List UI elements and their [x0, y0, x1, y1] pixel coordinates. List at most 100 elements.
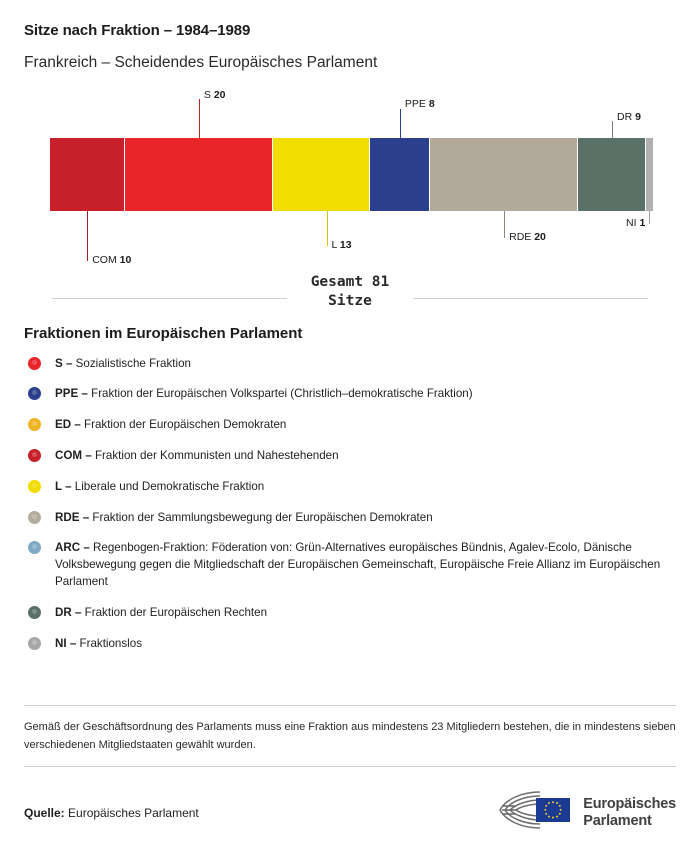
- callout-value-rde: 20: [534, 230, 546, 243]
- legend-item-text: DR – Fraktion der Europäischen Rechten: [55, 605, 267, 622]
- divider-rule-right: [413, 297, 648, 299]
- footnote: Gemäß der Geschäftsordnung des Parlament…: [24, 720, 676, 751]
- legend-item-abbr: RDE –: [55, 510, 90, 524]
- callout-value-ni: 1: [639, 216, 646, 229]
- legend-item-l: L – Liberale und Demokratische Fraktion: [24, 479, 676, 496]
- callout-name-l: L: [331, 238, 337, 251]
- callout-value-s: 20: [213, 88, 226, 101]
- legend-item-desc: Liberale und Demokratische Fraktion: [74, 479, 265, 493]
- bar-segment-l: [273, 137, 370, 211]
- callout-label-com: COM 10: [92, 253, 132, 266]
- bar-segment-ppe: [369, 137, 430, 211]
- legend-item-com: COM – Fraktion der Kommunisten und Nahes…: [24, 448, 676, 465]
- legend-item-rde: RDE – Fraktion der Sammlungsbewegung der…: [24, 510, 676, 527]
- callout-leader-l: [326, 210, 328, 246]
- legend-item-s: S – Sozialistische Fraktion: [24, 356, 676, 373]
- callout-label-dr: DR 9: [617, 110, 641, 123]
- header: Sitze nach Fraktion – 1984–1989 Frankrei…: [0, 0, 700, 73]
- legend-item-abbr: PPE –: [55, 387, 88, 401]
- legend-item-desc: Fraktion der Europäischen Demokraten: [84, 418, 287, 432]
- bar-segment-rde: [429, 137, 579, 211]
- legend-item-desc: Fraktion der Sammlungsbewegung der Europ…: [92, 510, 433, 524]
- legend-item-abbr: ARC –: [55, 541, 90, 555]
- legend-item-desc: Fraktionslos: [79, 636, 143, 650]
- legend-item-dr: DR – Fraktion der Europäischen Rechten: [24, 605, 676, 622]
- legend-item-abbr: COM –: [55, 448, 92, 462]
- legend-color-dot-icon: [28, 418, 41, 432]
- bar-segment-s: [124, 137, 274, 211]
- legend-item-desc: Fraktion der Kommunisten und Nahestehend…: [94, 448, 339, 462]
- total-divider: Gesamt 81 Sitze: [24, 271, 676, 323]
- legend-item-abbr: L –: [55, 479, 72, 493]
- callout-name-dr: DR: [617, 110, 633, 123]
- legend-color-dot-icon: [28, 387, 41, 401]
- source-value: Europäisches Parlament: [68, 805, 199, 820]
- callout-leader-rde: [504, 210, 506, 238]
- total-seats: Gesamt 81 Sitze: [24, 273, 676, 312]
- callout-value-ppe: 8: [428, 97, 435, 110]
- legend-color-dot-icon: [28, 479, 41, 493]
- hemicycle-icon: [496, 789, 574, 836]
- legend-item-ni: NI – Fraktionslos: [24, 636, 676, 653]
- footer-rule-bottom: [24, 766, 676, 767]
- callout-label-l: L 13: [331, 238, 352, 251]
- legend-item-text: RDE – Fraktion der Sammlungsbewegung der…: [55, 510, 433, 527]
- bar-segment-dr: [578, 137, 646, 211]
- legend-item-text: PPE – Fraktion der Europäischen Volkspar…: [55, 386, 473, 403]
- callout-name-s: S: [203, 88, 211, 101]
- callout-leader-s: [198, 98, 200, 138]
- seat-bar: [50, 137, 653, 211]
- eu-stars: [544, 801, 562, 819]
- callout-value-dr: 9: [635, 110, 641, 123]
- legend-color-dot-icon: [28, 541, 41, 555]
- legend-item-abbr: S –: [55, 356, 73, 370]
- legend-item-abbr: ED –: [55, 418, 81, 432]
- source-text: Quelle: Europäisches Parlament: [24, 806, 199, 820]
- legend-item-desc: Regenbogen-Fraktion: Föderation von: Grü…: [55, 541, 661, 588]
- page-title: Sitze nach Fraktion – 1984–1989: [24, 22, 251, 39]
- stacked-bar-chart: COM 10 S 20 L 13 PPE 8 RDE 20 DR 9 NI 1: [0, 88, 700, 271]
- legend-color-dot-icon: [28, 510, 41, 524]
- legend-color-dot-icon: [28, 605, 41, 619]
- legend-color-dot-icon: [28, 636, 41, 650]
- source-row: Quelle: Europäisches Parlament: [24, 767, 676, 836]
- callout-value-l: 13: [339, 238, 352, 251]
- logo-line-1: Europäisches: [583, 796, 676, 813]
- callout-label-rde: RDE 20: [509, 230, 546, 243]
- legend-item-text: ED – Fraktion der Europäischen Demokrate…: [55, 417, 286, 434]
- european-parliament-logo: Europäisches Parlament: [496, 789, 676, 836]
- bar-segment-com: [50, 137, 125, 211]
- callout-leader-ni: [649, 210, 651, 224]
- callout-name-rde: RDE: [509, 230, 532, 243]
- legend-color-dot-icon: [28, 356, 41, 370]
- source-label: Quelle:: [24, 805, 65, 820]
- footer: Gemäß der Geschäftsordnung des Parlament…: [0, 704, 700, 854]
- legend-title: Fraktionen im Europäischen Parlament: [24, 324, 303, 342]
- legend-item-arc: ARC – Regenbogen-Fraktion: Föderation vo…: [24, 540, 676, 590]
- total-line-2: Sitze: [328, 293, 372, 310]
- callout-label-ni: NI 1: [626, 216, 646, 229]
- total-line-1: Gesamt 81: [310, 273, 390, 290]
- legend-item-text: L – Liberale und Demokratische Fraktion: [55, 479, 264, 496]
- page-subtitle: Frankreich – Scheidendes Europäisches Pa…: [24, 54, 378, 71]
- legend-item-text: NI – Fraktionslos: [55, 636, 142, 653]
- logo-wordmark: Europäisches Parlament: [583, 796, 676, 828]
- callout-label-ppe: PPE 8: [404, 97, 435, 110]
- legend-item-abbr: DR –: [55, 605, 82, 619]
- callout-name-ni: NI: [626, 216, 637, 229]
- legend: Fraktionen im Europäischen Parlament S –…: [0, 325, 700, 653]
- legend-item-ed: ED – Fraktion der Europäischen Demokrate…: [24, 417, 676, 434]
- logo-line-2: Parlament: [583, 812, 652, 829]
- callout-name-com: COM: [92, 253, 117, 266]
- callout-name-ppe: PPE: [404, 97, 426, 110]
- callout-value-com: 10: [119, 253, 132, 266]
- legend-list: S – Sozialistische Fraktion PPE – Fraktio…: [24, 356, 676, 653]
- legend-item-desc: Fraktion der Europäischen Rechten: [84, 605, 268, 619]
- legend-item-desc: Fraktion der Europäischen Volkspartei (C…: [91, 387, 473, 401]
- callout-leader-dr: [612, 120, 614, 138]
- legend-item-abbr: NI –: [55, 636, 77, 650]
- divider-rule-left: [52, 297, 287, 299]
- bar-segment-ni: [645, 137, 653, 211]
- legend-item-text: COM – Fraktion der Kommunisten und Nahes…: [55, 448, 339, 465]
